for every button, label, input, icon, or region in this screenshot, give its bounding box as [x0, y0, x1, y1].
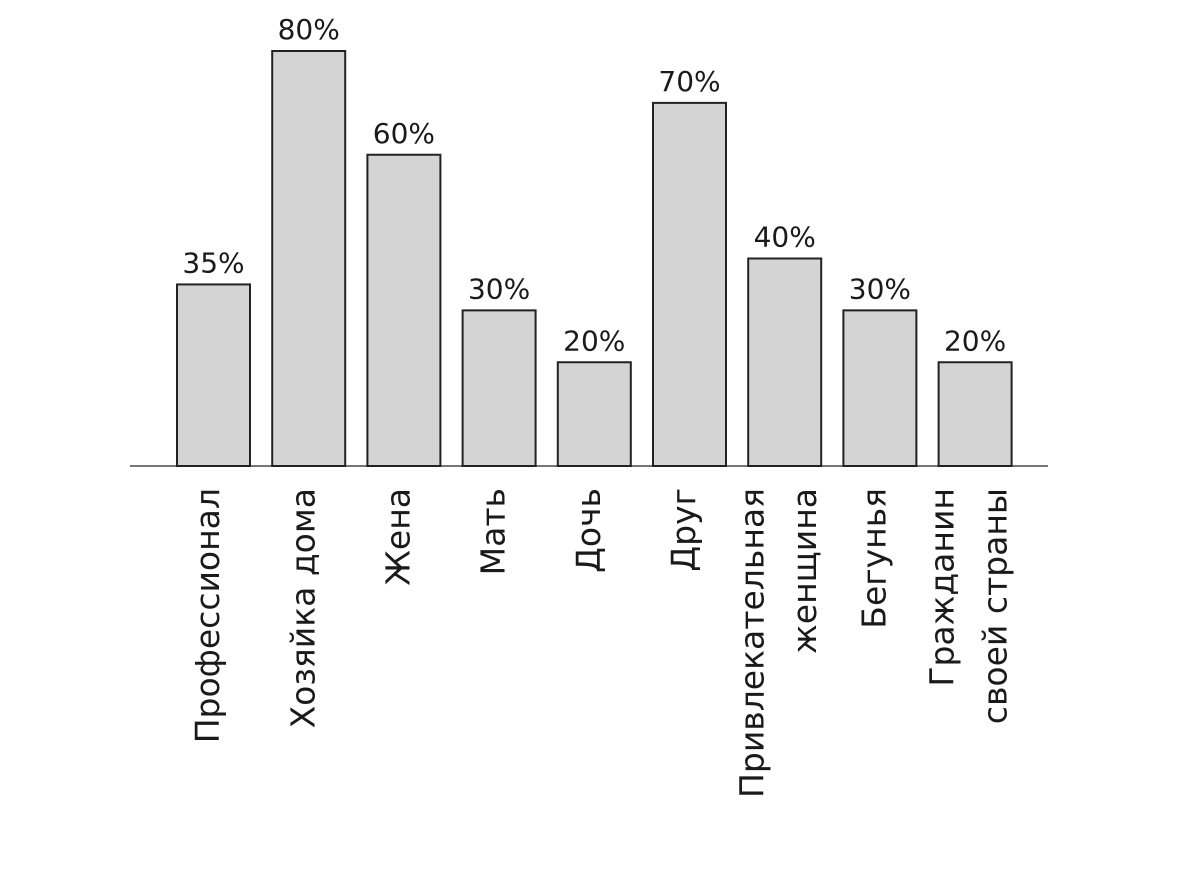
bar [556, 361, 632, 467]
category-label: Друг [664, 488, 703, 572]
category-label: Дочь [569, 488, 608, 573]
category-label: Привлекательная женщина [732, 488, 824, 798]
value-label: 30% [849, 272, 911, 305]
category-label: Гражданин своей страны [923, 488, 1015, 724]
bar [747, 257, 823, 467]
category-label: Хозяйка дома [283, 488, 322, 728]
bar [271, 50, 347, 467]
category-label: Жена [378, 488, 417, 586]
bar [842, 309, 918, 467]
value-label: 35% [182, 246, 244, 279]
bar [461, 309, 537, 467]
bar [176, 283, 251, 467]
bar [937, 361, 1013, 467]
bar [652, 101, 727, 467]
value-label: 70% [658, 65, 720, 98]
category-label: Профессионал [188, 488, 227, 743]
category-label: Бегунья [854, 488, 893, 629]
bar [366, 153, 442, 467]
value-label: 80% [278, 13, 340, 46]
value-label: 60% [373, 117, 435, 150]
value-label: 20% [944, 324, 1006, 357]
category-label: Мать [474, 488, 513, 575]
value-label: 40% [754, 221, 816, 254]
value-label: 30% [468, 272, 530, 305]
value-label: 20% [563, 324, 625, 357]
